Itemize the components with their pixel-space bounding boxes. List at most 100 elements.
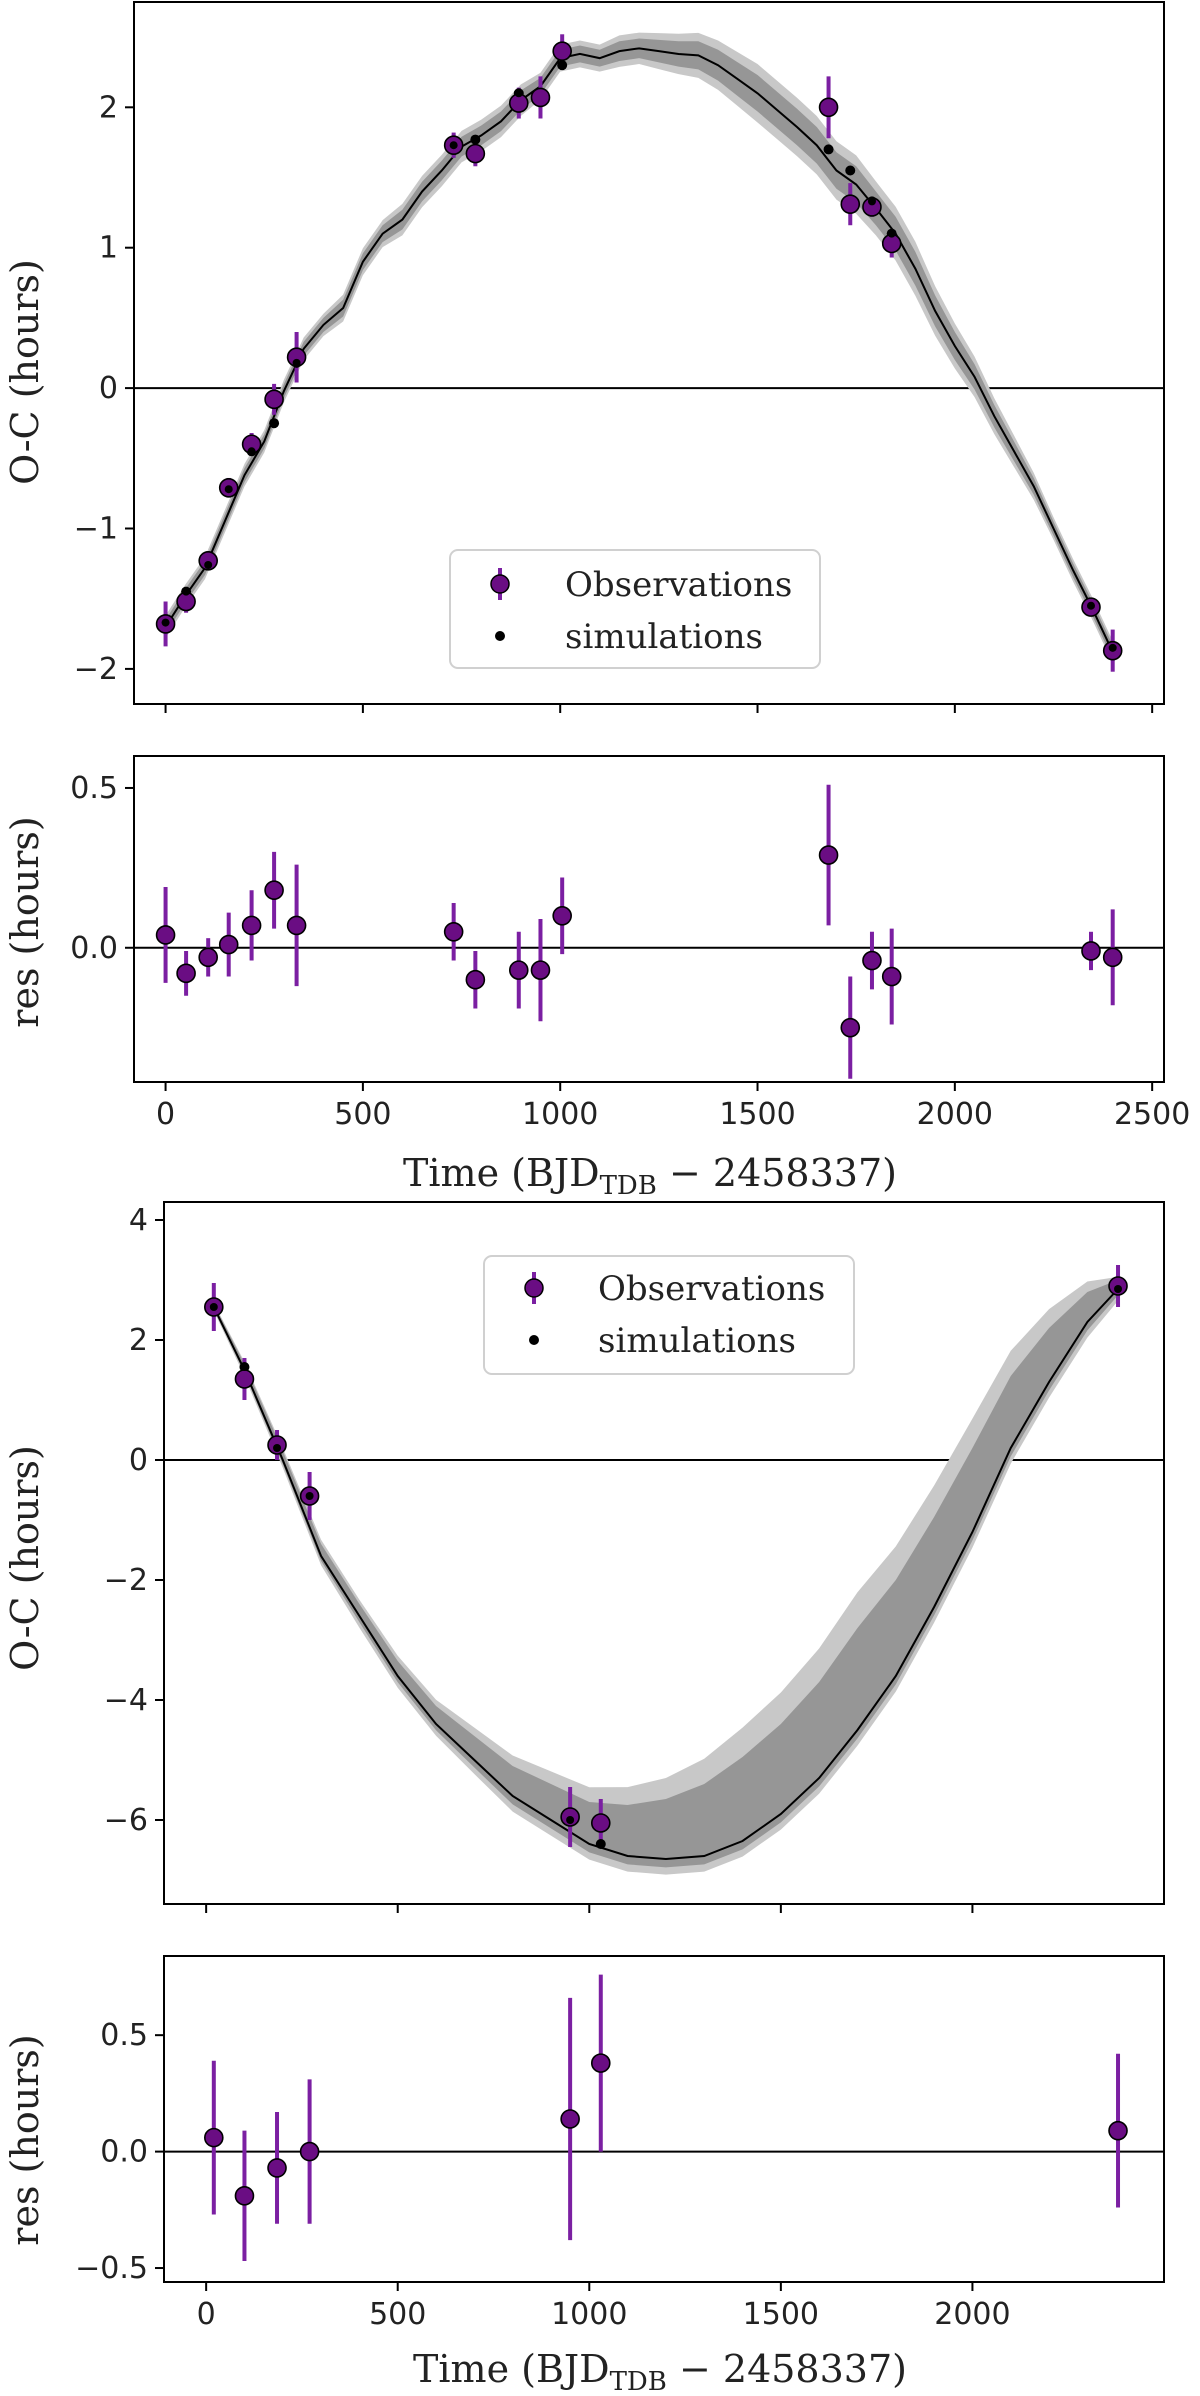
- p3-simulation-dot: [596, 1840, 605, 1848]
- p3-ytick-label: 0: [129, 1443, 148, 1478]
- p1-band-outer: [165, 32, 1113, 664]
- p2-xtick-label: 2500: [1114, 1097, 1190, 1132]
- p4-ytick-label: −0.5: [75, 2251, 148, 2286]
- p4-xtick-label: 1500: [743, 2297, 819, 2332]
- p3-simulation-dot: [240, 1363, 249, 1371]
- p3-observation-point: [590, 1813, 611, 1833]
- p3-observation-point: [234, 1369, 255, 1389]
- p1-simulation-dot: [292, 358, 301, 367]
- oc-top-ylabel: O-C (hours): [3, 259, 47, 485]
- p2-observation-point: [530, 960, 551, 980]
- p4-frame: [163, 1955, 1165, 2283]
- legend-bottom: Observations simulations: [483, 1255, 855, 1375]
- legend-simulations-label: simulations: [598, 1321, 796, 1361]
- p1-ytick-label: −2: [74, 652, 118, 687]
- p4-observation-point: [590, 2053, 611, 2073]
- p1-observation-point: [818, 97, 839, 118]
- p2-frame: [133, 755, 1165, 1083]
- p1-ytick-label: −1: [74, 512, 118, 547]
- p2-observation-point: [241, 915, 262, 936]
- p2-observation-point: [508, 960, 529, 980]
- p4-xtick-label: 2000: [934, 2297, 1010, 2332]
- p4-ytick-label: 0.0: [100, 2135, 148, 2170]
- p1-simulation-dot: [514, 89, 523, 98]
- p3-plot-area: [164, 1265, 1164, 1875]
- p4-observation-point: [234, 2186, 255, 2206]
- p1-simulation-dot: [471, 135, 480, 144]
- p1-observation-point: [530, 87, 551, 108]
- p3-frame: [163, 1201, 1165, 1905]
- p3-simulation-dot: [305, 1492, 314, 1500]
- p4-xtick-label: 1000: [551, 2297, 627, 2332]
- p2-observation-point: [465, 969, 486, 990]
- p4-xtick-label: 0: [197, 2297, 216, 2332]
- p1-observation-point: [198, 550, 218, 571]
- res-top-xlabel: Time (BJDTDB − 2458337): [403, 1151, 897, 1201]
- legend-top: Observations simulations: [449, 549, 821, 669]
- legend-observations-label: Observations: [565, 565, 792, 605]
- p3-ytick-label: −6: [104, 1803, 148, 1838]
- p2-observation-point: [198, 947, 218, 968]
- legend-observation-marker: [524, 1278, 544, 1298]
- p2-plot-area: [134, 784, 1164, 1079]
- p1-simulation-dot: [824, 145, 833, 154]
- p1-simulation-dot: [449, 141, 458, 150]
- p2-observation-point: [218, 934, 239, 955]
- p4-observation-point: [299, 2141, 320, 2162]
- legend-observation-marker: [490, 574, 510, 594]
- p1-simulation-dot: [161, 618, 170, 627]
- p3-model-line: [212, 1288, 1119, 1861]
- p2-ytick-label: 0.0: [70, 931, 118, 966]
- p2-observation-point: [443, 921, 464, 942]
- residual-panel-bottom: res (hours) Time (BJDTDB − 2458337) −0.5…: [3, 1955, 1165, 2396]
- p1-ytick-label: 0: [99, 371, 118, 406]
- res-bottom-xlabel: Time (BJDTDB − 2458337): [413, 2347, 907, 2396]
- p2-xtick-label: 1500: [719, 1097, 795, 1132]
- p1-simulation-dot: [247, 447, 256, 456]
- p1-observation-point: [264, 389, 284, 410]
- p2-observation-point: [862, 950, 882, 971]
- residual-panel-top: res (hours) Time (BJDTDB − 2458337) 0.0 0…: [3, 755, 1190, 1201]
- p1-frame: [133, 1, 1165, 705]
- legend-observations-label: Observations: [598, 1269, 825, 1309]
- oc-bottom-ylabel: O-C (hours): [3, 1445, 47, 1671]
- p1-simulation-dot: [1108, 643, 1117, 652]
- oc-panel-bottom: O-C (hours) −6 −4 −2 0 2 4: [3, 1201, 1165, 1913]
- p2-ytick-label: 0.5: [70, 771, 118, 806]
- p2-xtick-label: 1000: [522, 1097, 598, 1132]
- legend-simulation-marker: [529, 1335, 539, 1345]
- p2-xtick-label: 500: [334, 1097, 391, 1132]
- p4-observation-point: [560, 2109, 580, 2129]
- p3-simulation-dot: [566, 1816, 575, 1824]
- p4-observation-point: [1108, 2120, 1128, 2141]
- p1-simulation-dot: [270, 419, 279, 428]
- res-bottom-ylabel: res (hours): [3, 2034, 47, 2245]
- p1-simulation-dot: [204, 561, 213, 570]
- p3-simulation-dot: [209, 1303, 218, 1311]
- p4-observation-point: [267, 2158, 287, 2178]
- p1-observation-point: [840, 194, 861, 214]
- oc-panel-top: O-C (hours) −2 −1 0 1 2: [3, 1, 1165, 713]
- p4-plot-area: [164, 1974, 1164, 2262]
- p1-simulation-dot: [182, 587, 191, 596]
- p2-observation-point: [881, 966, 902, 987]
- p1-simulation-dot: [1086, 601, 1095, 610]
- p1-observation-point: [465, 143, 486, 164]
- res-top-ylabel: res (hours): [3, 816, 47, 1027]
- p3-ytick-label: −2: [104, 1563, 148, 1598]
- p2-xtick-label: 2000: [917, 1097, 993, 1132]
- p3-simulation-dot: [1114, 1285, 1123, 1293]
- p4-observation-point: [204, 2127, 224, 2148]
- p2-observation-point: [264, 880, 284, 901]
- p3-band-inner: [213, 1280, 1119, 1868]
- p2-observation-point: [1081, 941, 1101, 961]
- p3-simulation-dot: [273, 1444, 282, 1452]
- p1-observation-point: [552, 41, 572, 61]
- p1-band-inner: [165, 38, 1113, 660]
- legend-simulation-marker: [495, 631, 505, 641]
- p1-simulation-dot: [846, 166, 855, 175]
- p1-plot-area: [134, 32, 1164, 672]
- p2-observation-point: [155, 925, 176, 945]
- p1-model-line: [164, 47, 1114, 653]
